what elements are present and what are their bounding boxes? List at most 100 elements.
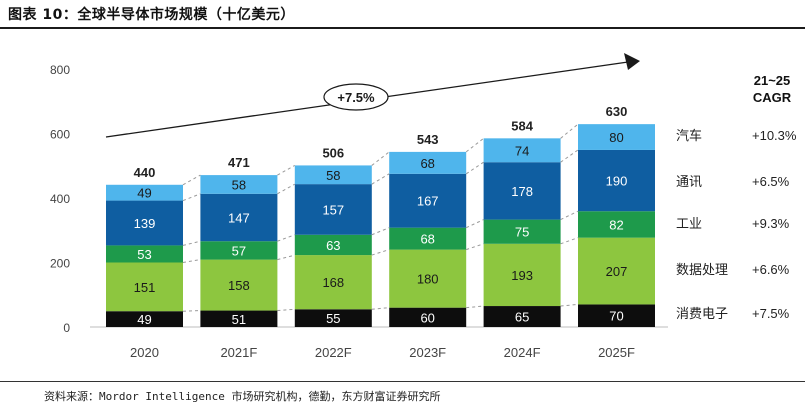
bar-segment-2023F-通讯 [389,173,467,228]
legend-series-name: 工业 [676,217,702,232]
bar-segment-2021F-消费电子 [200,310,278,327]
bar-segment-2021F-数据处理 [200,259,278,311]
bar-value-label: 75 [515,225,529,240]
x-tick-label: 2025F [598,345,635,360]
dashed-connector [560,149,579,163]
bar-value-label: 82 [609,217,623,232]
dashed-connector [182,310,201,312]
bar-segment-2022F-汽车 [294,165,372,185]
dashed-connector [560,237,579,245]
bar-segment-2025F-数据处理 [578,237,655,305]
bar-value-label: 80 [609,130,623,145]
bar-segment-2020-工业 [106,245,183,263]
bar-value-label: 51 [232,312,246,327]
x-tick-label: 2023F [409,345,446,360]
bar-segment-2024F-工业 [483,219,561,244]
bar-segment-2020-消费电子 [106,311,183,327]
bar-segment-2023F-数据处理 [389,249,467,308]
legend-series-name: 汽车 [676,128,702,144]
bar-segment-2022F-工业 [294,234,372,256]
x-tick-label: 2020 [130,345,159,360]
x-tick-label: 2022F [315,345,352,360]
dashed-connector [465,137,484,153]
bar-value-label: 74 [515,143,529,158]
y-tick-label: 0 [63,321,70,335]
bar-value-label: 65 [515,310,529,325]
legend-series-name: 数据处理 [676,263,728,278]
bar-value-label: 68 [420,232,434,247]
dashed-connector [371,227,390,236]
bar-value-label: 158 [228,278,250,293]
dashed-connector [182,259,201,263]
bar-segment-2024F-汽车 [483,138,561,163]
dashed-connector [277,254,295,261]
trend-label: +7.5% [337,90,375,105]
bar-value-label: 193 [511,268,533,283]
bar-value-label: 58 [232,177,246,192]
dashed-connector [371,249,390,256]
bar-value-label: 68 [420,156,434,171]
legend-series-name: 消费电子 [676,307,728,322]
bar-total-label: 440 [134,165,156,180]
bar-total-label: 630 [606,104,628,119]
y-tick-label: 800 [50,63,70,77]
bar-segment-2023F-工业 [389,227,467,250]
trend-arrowhead-icon [624,53,640,70]
bar-value-label: 53 [137,247,151,262]
dashed-connector [277,183,296,195]
dashed-connector [371,307,390,310]
bar-value-label: 167 [417,194,439,209]
bar-segment-2024F-数据处理 [483,243,561,307]
dashed-connector [182,240,201,246]
dashed-connector [466,305,484,309]
dashed-connector [465,161,484,175]
bar-segment-2023F-消费电子 [389,307,467,327]
cagr-header-line1: 21~25 [754,73,791,88]
bar-value-label: 180 [417,272,439,287]
bar-value-label: 58 [326,168,340,183]
legend-cagr-value: +7.5% [752,306,790,321]
bar-value-label: 190 [606,174,628,189]
bar-segment-2022F-数据处理 [294,255,372,310]
bar-segment-2024F-通讯 [483,162,561,220]
bar-value-label: 151 [134,280,156,295]
bar-value-label: 139 [134,216,156,231]
bar-segment-2021F-通讯 [200,193,278,242]
bar-segment-2023F-汽车 [389,151,467,174]
bar-total-label: 543 [417,132,439,147]
bar-segment-2025F-消费电子 [578,304,655,327]
bar-value-label: 55 [326,311,340,326]
bar-value-label: 207 [606,264,628,279]
bar-value-label: 60 [420,310,434,325]
bar-value-label: 49 [137,312,151,327]
source-rule [0,381,805,382]
x-tick-label: 2021F [220,345,257,360]
bar-total-label: 506 [322,145,344,160]
x-tick-label: 2024F [504,345,541,360]
bar-total-label: 584 [511,118,533,133]
bar-value-label: 70 [609,309,623,324]
figure-title: 图表 10：全球半导体市场规模（十亿美元） [8,7,295,23]
cagr-header-line2: CAGR [753,90,792,105]
dashed-connector [182,174,201,186]
bar-value-label: 178 [511,184,533,199]
bar-value-label: 168 [322,275,344,290]
dashed-connector [277,164,296,176]
bar-value-label: 63 [326,238,340,253]
y-tick-label: 600 [50,128,70,142]
legend-cagr-value: +6.6% [752,262,790,277]
bar-value-label: 147 [228,211,250,226]
bar-segment-2024F-消费电子 [483,306,561,327]
title-rule [0,27,805,29]
bar-segment-2021F-汽车 [200,175,278,194]
y-tick-label: 200 [50,257,70,271]
dashed-connector [182,193,201,202]
bar-segment-2020-通讯 [106,200,183,246]
bar-segment-2025F-工业 [578,211,655,238]
dashed-connector [560,210,579,221]
bar-segment-2025F-通讯 [578,149,655,212]
bar-value-label: 157 [322,202,344,217]
bar-segment-2025F-汽车 [578,124,655,150]
dashed-connector [466,243,484,251]
bar-segment-2020-汽车 [106,184,183,201]
